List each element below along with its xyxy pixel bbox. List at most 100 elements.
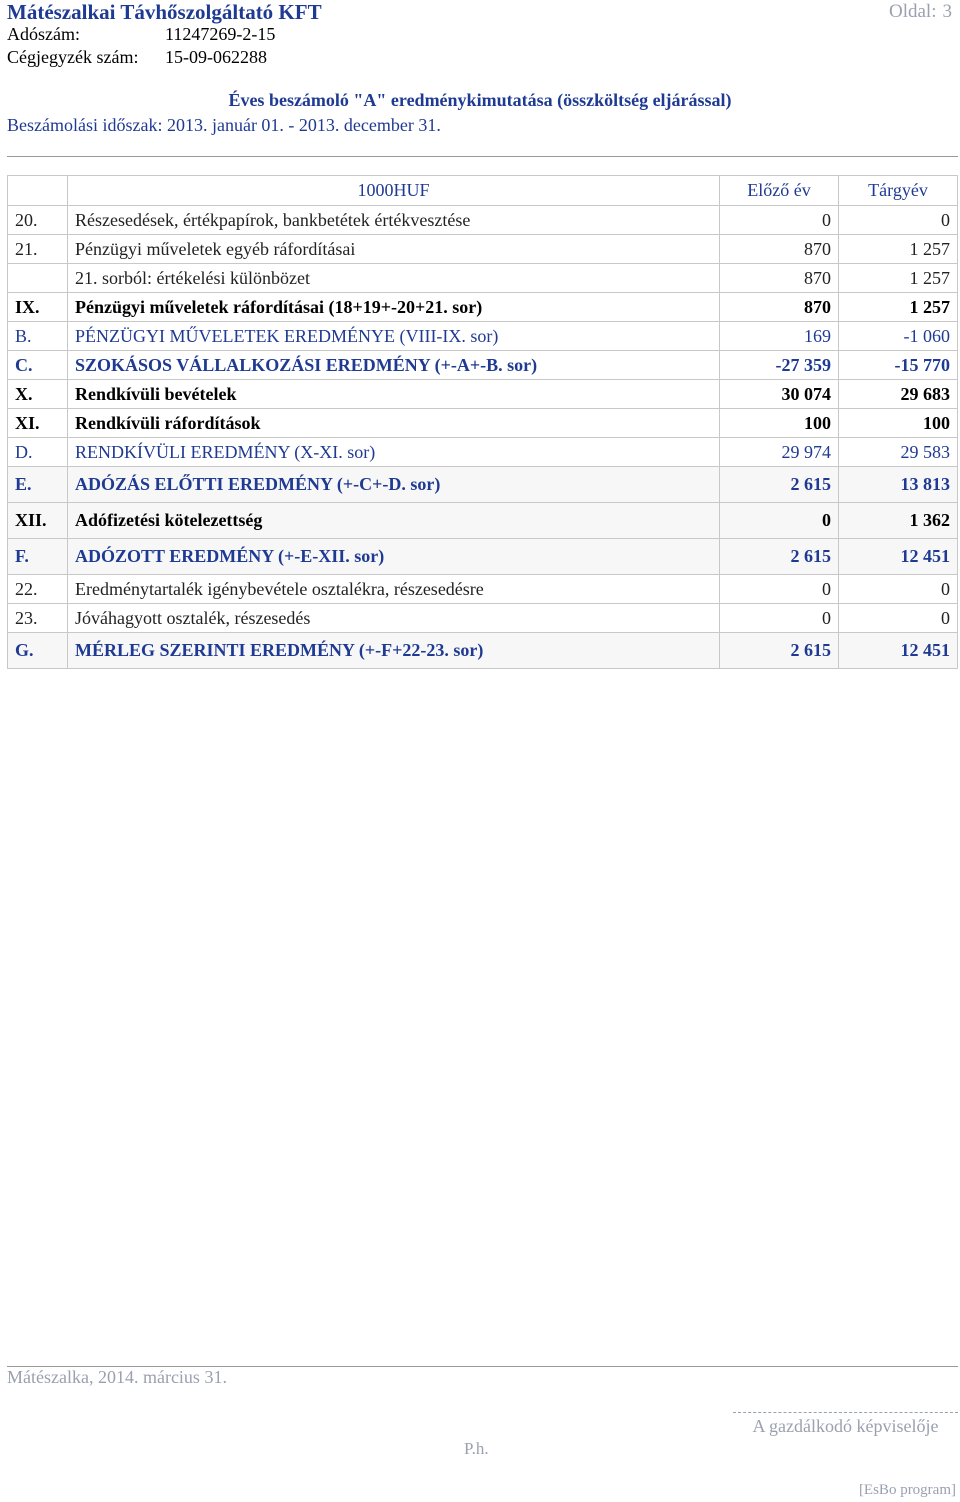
row-code: B. xyxy=(7,321,68,351)
row-prev: 2 615 xyxy=(719,538,839,575)
row-prev: 870 xyxy=(719,263,839,293)
row-code: 20. xyxy=(7,205,68,235)
company-name: Mátészalkai Távhőszolgáltató KFT xyxy=(7,0,322,24)
table-row: 20. Részesedések, értékpapírok, bankbeté… xyxy=(7,205,958,235)
row-code: C. xyxy=(7,350,68,380)
row-prev: 0 xyxy=(719,502,839,539)
stamp-placeholder: P.h. xyxy=(464,1439,489,1458)
page-value: 3 xyxy=(942,1,953,22)
table-row: 21. Pénzügyi műveletek egyéb ráfordítása… xyxy=(7,234,958,264)
table-row: D. RENDKÍVÜLI EREDMÉNY (X-XI. sor) 29 97… xyxy=(7,437,958,467)
row-curr: 12 451 xyxy=(838,538,958,575)
row-curr: 0 xyxy=(838,603,958,633)
row-curr: 0 xyxy=(838,574,958,604)
row-code: 23. xyxy=(7,603,68,633)
table-row: XII. Adófizetési kötelezettség 0 1 362 xyxy=(7,502,958,539)
row-label: MÉRLEG SZERINTI EREDMÉNY (+-F+22-23. sor… xyxy=(67,632,720,669)
row-label: PÉNZÜGYI MŰVELETEK EREDMÉNYE (VIII-IX. s… xyxy=(67,321,720,351)
table-row: X. Rendkívüli bevételek 30 074 29 683 xyxy=(7,379,958,409)
row-label: Pénzügyi műveletek ráfordításai (18+19+-… xyxy=(67,292,720,322)
reg-label: Cégjegyzék szám: xyxy=(7,47,139,67)
income-statement-table: 1000HUF Előző év Tárgyév 20. Részesedése… xyxy=(7,175,958,669)
table-row: F. ADÓZOTT EREDMÉNY (+-E-XII. sor) 2 615… xyxy=(7,538,958,575)
row-code: E. xyxy=(7,466,68,503)
row-code: F. xyxy=(7,538,68,575)
row-label: ADÓZÁS ELŐTTI EREDMÉNY (+-C+-D. sor) xyxy=(67,466,720,503)
row-prev: 30 074 xyxy=(719,379,839,409)
row-code: G. xyxy=(7,632,68,669)
table-row: XI. Rendkívüli ráfordítások 100 100 xyxy=(7,408,958,438)
row-label: Adófizetési kötelezettség xyxy=(67,502,720,539)
row-curr: 1 257 xyxy=(838,292,958,322)
row-code: IX. xyxy=(7,292,68,322)
row-label: Eredménytartalék igénybevétele osztalékr… xyxy=(67,574,720,604)
row-prev: 2 615 xyxy=(719,466,839,503)
row-curr: 29 683 xyxy=(838,379,958,409)
tax-number: Adószám: 11247269-2-15 xyxy=(7,24,275,45)
signature-line xyxy=(733,1412,958,1413)
row-code: 22. xyxy=(7,574,68,604)
table-row: IX. Pénzügyi műveletek ráfordításai (18+… xyxy=(7,292,958,322)
table-header-row: 1000HUF Előző év Tárgyév xyxy=(7,175,958,206)
row-label: Pénzügyi műveletek egyéb ráfordításai xyxy=(67,234,720,264)
page-label: Oldal: xyxy=(889,1,937,22)
row-label: RENDKÍVÜLI EREDMÉNY (X-XI. sor) xyxy=(67,437,720,467)
row-prev: 29 974 xyxy=(719,437,839,467)
row-prev: 0 xyxy=(719,603,839,633)
row-prev: 870 xyxy=(719,292,839,322)
table-row: G. MÉRLEG SZERINTI EREDMÉNY (+-F+22-23. … xyxy=(7,632,958,669)
row-curr: 100 xyxy=(838,408,958,438)
row-code xyxy=(7,263,68,293)
table-row: 22. Eredménytartalék igénybevétele oszta… xyxy=(7,574,958,604)
row-label: Rendkívüli ráfordítások xyxy=(67,408,720,438)
report-period: Beszámolási időszak: 2013. január 01. - … xyxy=(7,115,441,135)
current-year-header: Tárgyév xyxy=(838,175,958,206)
row-curr: 1 257 xyxy=(838,234,958,264)
row-curr: 0 xyxy=(838,205,958,235)
row-code: XII. xyxy=(7,502,68,539)
unit-header: 1000HUF xyxy=(67,175,720,206)
tax-value: 11247269-2-15 xyxy=(165,24,276,44)
row-label: Rendkívüli bevételek xyxy=(67,379,720,409)
footer-divider xyxy=(7,1366,958,1367)
table-row: 23. Jóváhagyott osztalék, részesedés 0 0 xyxy=(7,603,958,633)
table-row: B. PÉNZÜGYI MŰVELETEK EREDMÉNYE (VIII-IX… xyxy=(7,321,958,351)
row-prev: 0 xyxy=(719,205,839,235)
row-code: 21. xyxy=(7,234,68,264)
signature-label: A gazdálkodó képviselője xyxy=(752,1416,939,1436)
row-curr: -1 060 xyxy=(838,321,958,351)
row-label: Részesedések, értékpapírok, bankbetétek … xyxy=(67,205,720,235)
table-row: C. SZOKÁSOS VÁLLALKOZÁSI EREDMÉNY (+-A+-… xyxy=(7,350,958,380)
row-prev: 169 xyxy=(719,321,839,351)
tax-label: Adószám: xyxy=(7,24,80,44)
row-curr: 13 813 xyxy=(838,466,958,503)
row-curr: -15 770 xyxy=(838,350,958,380)
row-curr: 1 362 xyxy=(838,502,958,539)
row-code: D. xyxy=(7,437,68,467)
page-number: Oldal: 3 xyxy=(883,1,952,23)
registration-number: Cégjegyzék szám: 15-09-062288 xyxy=(7,47,267,68)
row-prev: 0 xyxy=(719,574,839,604)
row-prev: -27 359 xyxy=(719,350,839,380)
report-title: Éves beszámoló "A" eredménykimutatása (ö… xyxy=(228,90,732,110)
place-date: Mátészalka, 2014. március 31. xyxy=(7,1367,227,1387)
header-divider xyxy=(7,156,958,157)
reg-value: 15-09-062288 xyxy=(165,47,267,67)
header-code-cell xyxy=(7,175,68,206)
program-credit: [EsBo program] xyxy=(858,1482,956,1498)
row-curr: 1 257 xyxy=(838,263,958,293)
row-prev: 2 615 xyxy=(719,632,839,669)
row-label: Jóváhagyott osztalék, részesedés xyxy=(67,603,720,633)
row-code: X. xyxy=(7,379,68,409)
row-curr: 12 451 xyxy=(838,632,958,669)
table-row: 21. sorból: értékelési különbözet 870 1 … xyxy=(7,263,958,293)
row-code: XI. xyxy=(7,408,68,438)
row-label: 21. sorból: értékelési különbözet xyxy=(67,263,720,293)
row-curr: 29 583 xyxy=(838,437,958,467)
row-label: ADÓZOTT EREDMÉNY (+-E-XII. sor) xyxy=(67,538,720,575)
row-label: SZOKÁSOS VÁLLALKOZÁSI EREDMÉNY (+-A+-B. … xyxy=(67,350,720,380)
prev-year-header: Előző év xyxy=(719,175,839,206)
row-prev: 870 xyxy=(719,234,839,264)
row-prev: 100 xyxy=(719,408,839,438)
table-row: E. ADÓZÁS ELŐTTI EREDMÉNY (+-C+-D. sor) … xyxy=(7,466,958,503)
